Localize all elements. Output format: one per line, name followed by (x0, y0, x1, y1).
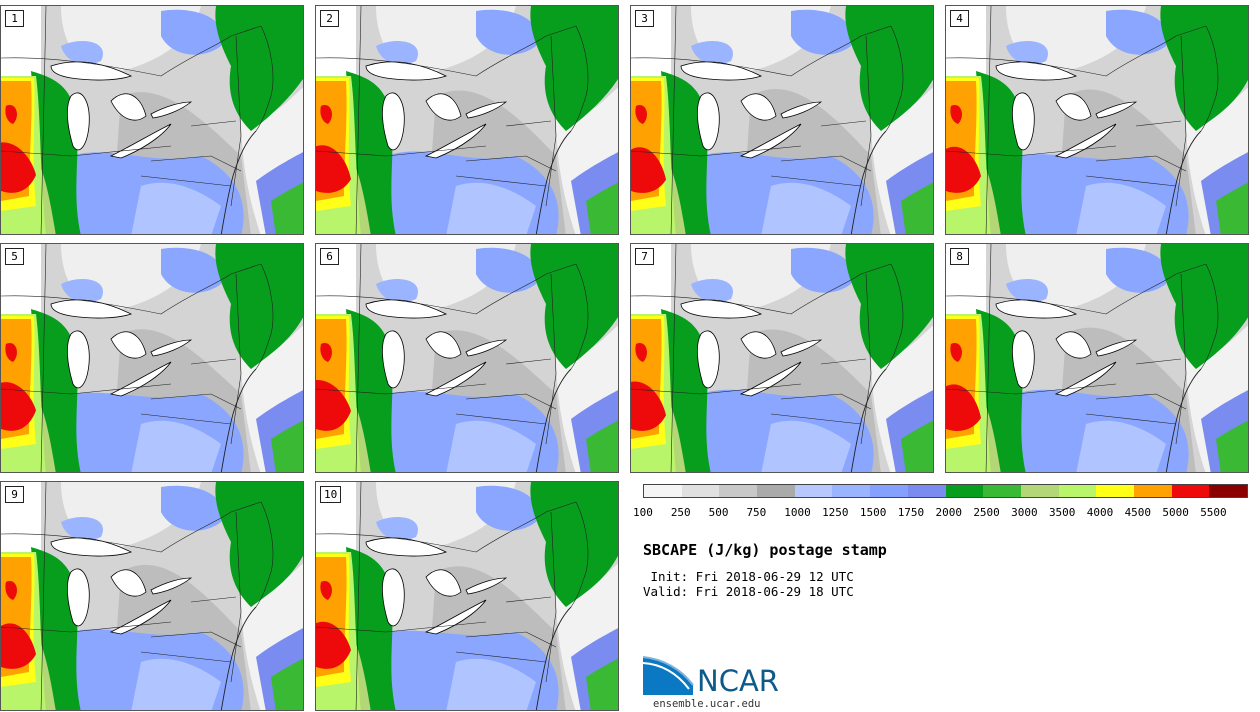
colorbar-tick-label: 2500 (973, 506, 1000, 519)
member-number-label: 2 (320, 10, 339, 27)
ncar-logo-text: NCAR (697, 664, 779, 698)
colorbar-swatch (644, 485, 682, 497)
ensemble-member-map: 4 (945, 5, 1249, 235)
ensemble-member-map: 8 (945, 243, 1249, 473)
colorbar-swatch (1133, 485, 1172, 497)
colorbar-tick-label: 1250 (822, 506, 849, 519)
colorbar-swatch (945, 485, 984, 497)
colorbar-tick-label: 750 (746, 506, 767, 519)
colorbar-tick-label: 250 (670, 506, 691, 519)
ensemble-url: ensemble.ucar.edu (653, 698, 761, 710)
member-number-label: 4 (950, 10, 969, 27)
member-number-label: 3 (635, 10, 654, 27)
colorbar-swatch (794, 485, 833, 497)
ensemble-member-map: 9 (0, 481, 304, 711)
product-title: SBCAPE (J/kg) postage stamp (643, 541, 887, 559)
ensemble-member-map: 10 (315, 481, 619, 711)
colorbar-tick-label: 4500 (1124, 506, 1152, 519)
member-number-label: 1 (5, 10, 24, 27)
member-number-label: 6 (320, 248, 339, 265)
colorbar-swatch (681, 485, 720, 497)
ensemble-member-map: 6 (315, 243, 619, 473)
colorbar-tick-label: 3500 (1048, 506, 1076, 519)
member-number-label: 10 (320, 486, 342, 503)
colorbar-swatch (832, 485, 871, 497)
colorbar-swatch (1020, 485, 1059, 497)
colorbar-swatch (1209, 485, 1247, 497)
colorbar-tick-labels: 100 250 500 750 1000 1250 1500 1750 2000 2500 3000… (633, 506, 1248, 520)
ensemble-member-map: 3 (630, 5, 934, 235)
ensemble-member-map: 2 (315, 5, 619, 235)
member-number-label: 9 (5, 486, 24, 503)
member-number-label: 7 (635, 248, 654, 265)
member-number-label: 8 (950, 248, 969, 265)
valid-time: Valid: Fri 2018-06-29 18 UTC (643, 584, 854, 599)
colorbar-tick-label: 5500 (1200, 506, 1227, 519)
ensemble-member-map: 1 (0, 5, 304, 235)
colorbar-tick-label: 3000 (1011, 506, 1038, 519)
colorbar-tick-label: 500 (708, 506, 729, 519)
colorbar-swatch (1171, 485, 1210, 497)
colorbar-tick-label: 1750 (897, 506, 925, 519)
colorbar-swatch (983, 485, 1021, 497)
colorbar-swatch (757, 485, 795, 497)
init-time: Init: Fri 2018-06-29 12 UTC (643, 569, 854, 584)
colorbar-tick-label: 5000 (1162, 506, 1189, 519)
colorbar-tick-label: 100 (633, 506, 653, 519)
colorbar-swatch (907, 485, 946, 497)
colorbar-tick-label: 2000 (935, 506, 963, 519)
ncar-logo-icon (643, 656, 694, 695)
colorbar-swatch (1096, 485, 1134, 497)
ensemble-member-map: 7 (630, 243, 934, 473)
colorbar-tick-label: 1000 (784, 506, 811, 519)
colorbar-tick-label: 1500 (859, 506, 887, 519)
colorbar-tick-label: 4000 (1086, 506, 1114, 519)
member-number-label: 5 (5, 248, 24, 265)
colorbar (643, 484, 1248, 498)
colorbar-swatch (870, 485, 908, 497)
ensemble-member-map: 5 (0, 243, 304, 473)
colorbar-swatch (1058, 485, 1097, 497)
colorbar-swatch (719, 485, 758, 497)
